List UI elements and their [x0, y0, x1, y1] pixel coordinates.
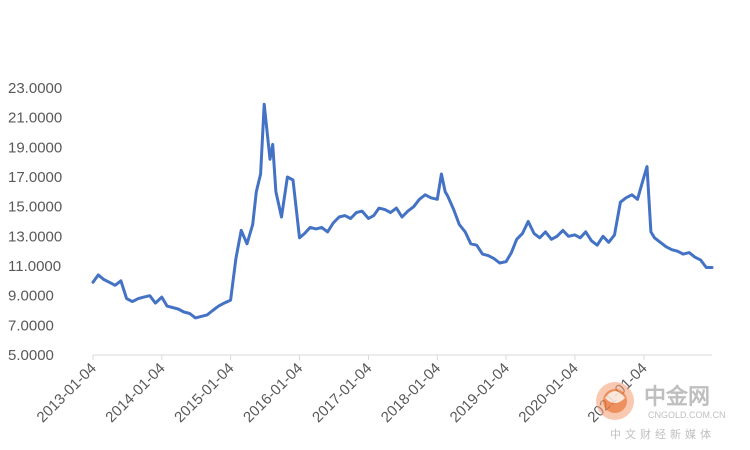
logo-icon	[596, 382, 634, 420]
series-line	[91, 102, 714, 320]
x-tick-label: 2014-01-04	[102, 360, 168, 426]
x-tick-label: 2017-01-04	[309, 360, 375, 426]
watermark-sub: 中文财经新媒体	[610, 427, 715, 441]
y-tick-label: 13.0000	[8, 228, 62, 245]
x-tick-label: 2016-01-04	[240, 360, 306, 426]
x-tick-label: 2015-01-04	[171, 360, 237, 426]
y-axis-labels: 5.0000 7.0000 9.0000 11.0000 13.0000 15.0000 1…	[8, 80, 62, 364]
x-tick-label: 2019-01-04	[447, 360, 513, 426]
y-tick-label: 21.0000	[8, 110, 62, 127]
x-tick-label: 2013-01-04	[34, 360, 100, 426]
series-layer	[91, 102, 714, 320]
watermark-en: CNGOLD.COM.CN	[648, 410, 726, 420]
watermark-cn: 中金网	[644, 384, 710, 410]
y-tick-label: 7.0000	[8, 317, 54, 334]
y-tick-label: 19.0000	[8, 139, 62, 156]
y-tick-label: 5.0000	[8, 347, 54, 364]
watermark: 中金网 CNGOLD.COM.CN 中文财经新媒体	[596, 382, 726, 441]
y-tick-label: 15.0000	[8, 199, 62, 216]
y-tick-label: 11.0000	[8, 258, 61, 275]
x-tick-label: 2020-01-04	[515, 360, 581, 426]
x-tick-label: 2018-01-04	[378, 360, 444, 426]
y-tick-label: 17.0000	[8, 169, 62, 186]
y-tick-label: 9.0000	[8, 288, 54, 305]
y-tick-label: 23.0000	[8, 80, 62, 97]
